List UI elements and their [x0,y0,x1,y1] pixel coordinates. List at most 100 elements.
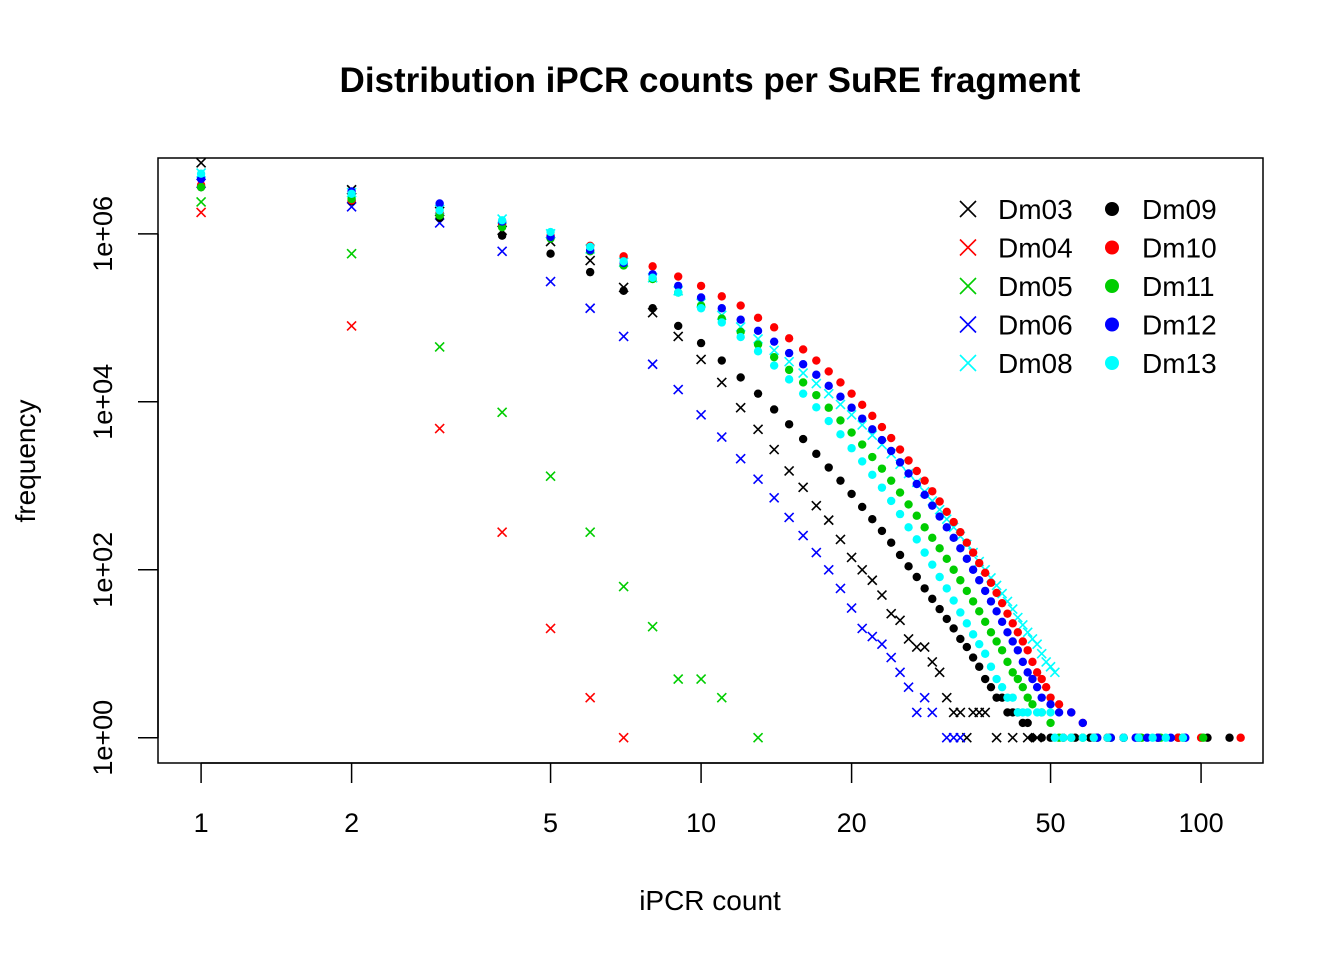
data-point [1046,700,1055,709]
data-point [1050,733,1060,742]
data-point [835,399,846,410]
data-point [886,608,897,619]
data-point [1119,733,1128,742]
data-point [784,334,794,343]
legend: Dm03 Dm04 Dm05 Dm06 Dm08 Dm09 Dm10 Dm11 Dm12 Dm13 [959,194,1217,379]
data-point [968,653,978,662]
data-point [895,509,905,519]
data-point [962,586,972,596]
data-point [868,452,877,462]
data-point [1013,674,1023,684]
y-axis: 1e+00 1e+02 1e+04 1e+06 [88,196,159,776]
data-point [886,652,897,663]
data-point [585,255,596,266]
series-dm05 [196,196,764,743]
data-point [894,667,906,678]
data-point [1008,693,1017,702]
data-point [904,562,913,571]
data-point [847,403,856,412]
data-point [1236,733,1245,742]
data-point [942,523,951,532]
data-point [769,337,779,346]
data-point [753,340,763,349]
data-point [886,496,896,506]
plot-frame [157,157,1264,764]
data-point [546,249,555,258]
data-point [895,488,905,497]
data-point [903,682,914,693]
y-tick-label: 1e+04 [88,364,118,440]
data-point [585,242,595,252]
data-point [784,356,795,367]
data-point [648,273,657,282]
data-point [1023,668,1032,677]
data-point [1037,693,1046,702]
data-point [877,526,887,536]
data-point [716,432,727,443]
data-point [435,199,444,208]
data-point [1225,733,1234,742]
data-point [868,514,877,524]
data-point [618,732,629,743]
data-point [986,628,996,637]
data-point [196,157,207,168]
legend-label: Dm03 [998,194,1073,225]
data-point [545,471,556,482]
data-point [1067,708,1076,717]
data-point [1023,646,1032,655]
legend-label: Dm09 [1142,194,1217,225]
data-point [769,361,779,370]
data-point [836,392,845,401]
data-point [736,373,745,382]
data-point [1008,637,1017,646]
data-point [886,476,896,485]
data-point [784,365,794,375]
data-point [798,367,809,379]
x-tick-label: 2 [344,808,359,838]
data-point [798,482,809,493]
data-point [696,338,706,348]
data-point [968,597,978,606]
data-point [585,527,596,538]
legend-label: Dm11 [1142,271,1215,302]
data-point [857,419,868,431]
data-point [912,511,921,520]
data-point [823,515,834,526]
data-point [1023,718,1032,728]
data-point [846,602,857,614]
data-point [1046,693,1055,702]
data-point [812,449,821,459]
data-point [435,206,444,215]
data-point [877,435,887,445]
data-point [674,321,683,331]
data-point [975,639,984,649]
data-point [928,487,937,496]
data-point [824,403,833,412]
data-point [1045,661,1056,672]
data-point [928,533,937,543]
data-point [696,281,706,291]
legend-marker [959,315,977,334]
data-point [1046,708,1055,717]
legend-marker [1105,317,1119,332]
data-point [886,538,896,547]
data-point [1028,700,1037,709]
legend-item-dm12: Dm12 [1105,310,1217,341]
data-point [1054,708,1064,717]
data-point [434,423,445,434]
data-point [911,642,922,653]
legend-label: Dm06 [998,310,1073,341]
legend-item-dm13: Dm13 [1105,348,1217,379]
data-point [877,483,887,492]
series-dm03 [196,157,1043,743]
data-point [836,430,845,439]
data-point [1032,639,1043,650]
legend-label: Dm10 [1142,233,1217,264]
data-point [619,286,628,295]
legend-marker [1105,356,1119,370]
data-point [812,370,821,379]
data-point [736,301,745,310]
data-point [824,416,833,426]
data-point [904,469,913,478]
